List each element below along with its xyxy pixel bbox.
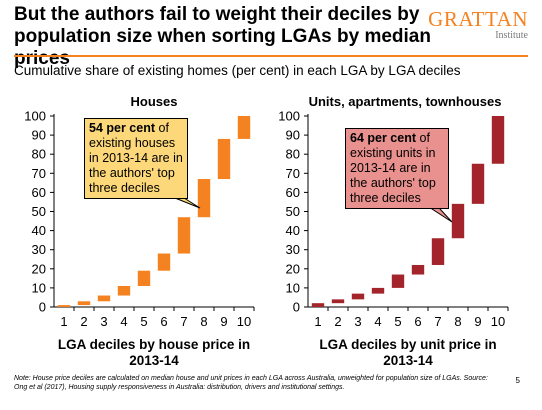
houses-y-tick-label: 20 <box>32 261 46 276</box>
units-x-tick-label: 4 <box>374 314 381 329</box>
units-callout-text: of existing units in 2013-14 are in the … <box>350 131 436 205</box>
units-bar-decile-4 <box>371 287 385 294</box>
grattan-logo: GRATTAN Institute <box>428 8 528 41</box>
units-callout: 64 per cent of existing units in 2013-14… <box>345 128 449 209</box>
logo-subtitle: Institute <box>495 30 528 41</box>
houses-y-tick-label: 30 <box>32 242 46 257</box>
slide-title: But the authors fail to weight their dec… <box>14 4 431 69</box>
units-bar-decile-8 <box>451 203 465 239</box>
houses-bar-decile-2 <box>77 301 91 306</box>
houses-x-tick-label: 9 <box>220 314 227 329</box>
houses-y-tick-label: 100 <box>24 109 46 124</box>
units-y-tick-label: 80 <box>286 147 300 162</box>
units-y-tick-label: 40 <box>286 223 300 238</box>
houses-x-tick-label: 10 <box>237 314 251 329</box>
houses-callout: 54 per cent of existing houses in 2013-1… <box>84 118 188 199</box>
houses-x-tick-label: 6 <box>160 314 167 329</box>
units-bar-decile-7 <box>431 238 445 265</box>
units-x-tick-label: 6 <box>414 314 421 329</box>
houses-x-tick-label: 5 <box>140 314 147 329</box>
units-y-tick-label: 70 <box>286 166 300 181</box>
houses-x-tick-label: 2 <box>80 314 87 329</box>
units-x-tick-label: 9 <box>474 314 481 329</box>
units-callout-bold: 64 per cent <box>350 131 417 145</box>
houses-bar-decile-6 <box>157 253 171 271</box>
units-x-tick-label: 8 <box>454 314 461 329</box>
houses-bar-decile-10 <box>237 116 251 139</box>
title-divider <box>14 55 528 57</box>
logo-wordmark: GRATTAN <box>428 7 528 31</box>
houses-x-tick-label: 4 <box>120 314 127 329</box>
houses-bar-decile-5 <box>137 270 151 286</box>
units-panel-title: Units, apartments, townhouses <box>309 94 502 109</box>
houses-x-tick-label: 1 <box>60 314 67 329</box>
units-x-tick-label: 2 <box>334 314 341 329</box>
units-bar-decile-3 <box>351 293 365 300</box>
units-y-tick-label: 10 <box>286 280 300 295</box>
houses-bar-decile-9 <box>217 138 231 180</box>
units-bar-decile-1 <box>311 303 325 307</box>
units-x-tick-label: 7 <box>434 314 441 329</box>
houses-y-tick-label: 60 <box>32 185 46 200</box>
units-y-tick-label: 100 <box>278 109 300 124</box>
units-x-tick-label: 1 <box>314 314 321 329</box>
houses-y-tick-label: 10 <box>32 280 46 295</box>
units-x-tick-label: 3 <box>354 314 361 329</box>
units-bar-decile-10 <box>491 116 505 164</box>
houses-bar-decile-7 <box>177 217 191 254</box>
houses-bar-decile-3 <box>97 295 111 302</box>
houses-callout-text: of existing houses in 2013-14 are in the… <box>89 121 183 195</box>
units-y-tick-label: 30 <box>286 242 300 257</box>
houses-y-tick-label: 90 <box>32 128 46 143</box>
units-bar-decile-2 <box>331 299 345 304</box>
houses-bar-decile-1 <box>57 305 71 307</box>
houses-panel-title: Houses <box>131 94 178 109</box>
page-number: 5 <box>515 376 520 385</box>
houses-y-tick-label: 70 <box>32 166 46 181</box>
houses-y-tick-label: 80 <box>32 147 46 162</box>
houses-x-tick-label: 3 <box>100 314 107 329</box>
houses-x-tick-label: 7 <box>180 314 187 329</box>
houses-x-axis-label: LGA deciles by house price in 2013-14 <box>58 337 250 368</box>
units-x-tick-label: 10 <box>491 314 505 329</box>
houses-bar-decile-8 <box>197 179 211 218</box>
units-y-tick-label: 50 <box>286 204 300 219</box>
units-x-axis-label: LGA deciles by unit price in 2013-14 <box>319 337 496 368</box>
houses-y-tick-label: 0 <box>39 300 46 315</box>
houses-y-tick-label: 40 <box>32 223 46 238</box>
houses-x-tick-label: 8 <box>200 314 207 329</box>
units-bar-decile-9 <box>471 163 485 204</box>
footnote: Note: House price deciles are calculated… <box>14 375 488 391</box>
units-y-tick-label: 60 <box>286 185 300 200</box>
houses-bar-decile-4 <box>117 285 131 296</box>
houses-callout-bold: 54 per cent <box>89 121 156 135</box>
units-y-tick-label: 0 <box>293 300 300 315</box>
units-bar-decile-5 <box>391 274 405 288</box>
units-bar-decile-6 <box>411 264 425 275</box>
chart-subtitle: Cumulative share of existing homes (per … <box>14 63 461 78</box>
houses-y-tick-label: 50 <box>32 204 46 219</box>
units-y-tick-label: 20 <box>286 261 300 276</box>
units-y-tick-label: 90 <box>286 128 300 143</box>
units-x-tick-label: 5 <box>394 314 401 329</box>
